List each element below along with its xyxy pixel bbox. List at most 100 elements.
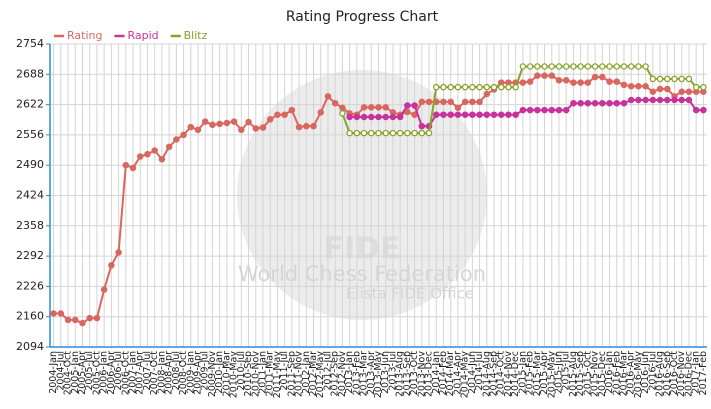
x-tick-label: 2008-Jan	[156, 351, 167, 394]
point	[461, 98, 469, 106]
point	[534, 72, 541, 79]
point	[454, 83, 462, 91]
point	[115, 249, 122, 256]
x-tick-label: 2011-Nov	[294, 351, 305, 398]
point	[627, 96, 635, 104]
point	[353, 129, 361, 137]
x-tick-label: 2012-Mar	[308, 351, 319, 397]
x-tick-label: 2008-Jul	[171, 351, 182, 391]
point	[490, 83, 498, 91]
chart-title: Rating Progress Chart	[286, 9, 439, 25]
x-tick-label: 2006-Apr	[106, 351, 117, 395]
x-tick-label: 2011-Sep	[286, 351, 297, 397]
point	[382, 129, 389, 137]
point	[223, 119, 231, 127]
point	[541, 63, 548, 70]
point	[534, 106, 541, 114]
point	[570, 63, 577, 70]
point	[461, 111, 469, 118]
point	[664, 85, 671, 93]
point	[541, 72, 548, 79]
point	[613, 78, 621, 85]
x-tick-label: 2013-Jun	[380, 351, 391, 394]
point	[252, 125, 260, 132]
point	[454, 104, 462, 112]
point	[570, 79, 577, 86]
point	[360, 129, 368, 137]
x-tick-label: 2015-Jun	[553, 351, 564, 394]
x-tick-label: 2015-Jul	[561, 351, 572, 391]
point	[238, 126, 245, 134]
point	[570, 99, 577, 107]
point	[678, 88, 685, 95]
x-tick-label: 2014-Jun	[467, 351, 478, 394]
x-tick-label: 2007-Apr	[135, 351, 146, 395]
x-tick-label: 2014-Nov	[503, 351, 514, 398]
x-tick-label: 2004-Oct	[63, 351, 74, 396]
point	[620, 81, 628, 89]
point	[425, 98, 433, 106]
point	[404, 102, 411, 109]
point	[548, 63, 556, 70]
x-tick-label: 2013-Mar	[359, 351, 370, 397]
point	[317, 109, 324, 116]
point	[562, 77, 570, 84]
point	[368, 129, 375, 137]
point	[685, 88, 693, 95]
x-tick-label: 2013-Feb	[351, 351, 362, 395]
point	[158, 155, 166, 163]
point	[642, 63, 649, 70]
x-tick-label: 2013-Aug	[395, 351, 406, 397]
point	[692, 106, 700, 114]
point	[144, 150, 151, 158]
point	[129, 164, 137, 172]
legend-label: Rating	[67, 29, 102, 42]
x-tick-label: 2005-Jul	[84, 351, 95, 391]
point	[108, 262, 115, 269]
point	[303, 122, 310, 130]
x-tick-label: 2008-Oct	[178, 351, 189, 396]
point	[324, 93, 332, 100]
point	[555, 63, 563, 70]
point	[360, 104, 368, 111]
point	[599, 63, 606, 70]
x-tick-label: 2012-Jan	[301, 351, 312, 394]
point	[642, 96, 649, 104]
point	[382, 104, 389, 111]
point	[353, 113, 361, 121]
point	[476, 83, 483, 91]
x-tick-label: 2016-May	[633, 351, 644, 399]
point	[360, 113, 368, 121]
point	[490, 111, 498, 118]
point	[245, 118, 252, 126]
point	[512, 111, 519, 118]
point	[469, 98, 476, 106]
point	[599, 73, 606, 81]
x-tick-label: 2012-May	[315, 351, 326, 399]
x-tick-label: 2005-Jan	[70, 351, 81, 394]
x-tick-label: 2015-Oct	[582, 351, 593, 396]
watermark: FIDE	[323, 232, 400, 267]
point	[555, 106, 563, 114]
y-tick-label: 2424	[16, 189, 44, 202]
point	[635, 82, 642, 90]
point	[433, 83, 440, 91]
point	[584, 99, 592, 107]
x-tick-label: 2015-Feb	[525, 351, 536, 395]
point	[519, 106, 527, 114]
point	[396, 129, 404, 137]
point	[700, 83, 707, 91]
point	[216, 120, 223, 128]
point	[671, 96, 678, 104]
point	[613, 63, 621, 70]
x-tick-label: 2009-Nov	[207, 351, 218, 398]
point	[678, 96, 685, 104]
point	[548, 72, 556, 79]
point	[526, 78, 534, 85]
watermark: World Chess Federation	[238, 262, 486, 286]
point	[700, 106, 707, 114]
y-tick-label: 2094	[16, 340, 44, 353]
point	[447, 83, 454, 91]
point	[281, 111, 288, 118]
point	[649, 96, 657, 104]
